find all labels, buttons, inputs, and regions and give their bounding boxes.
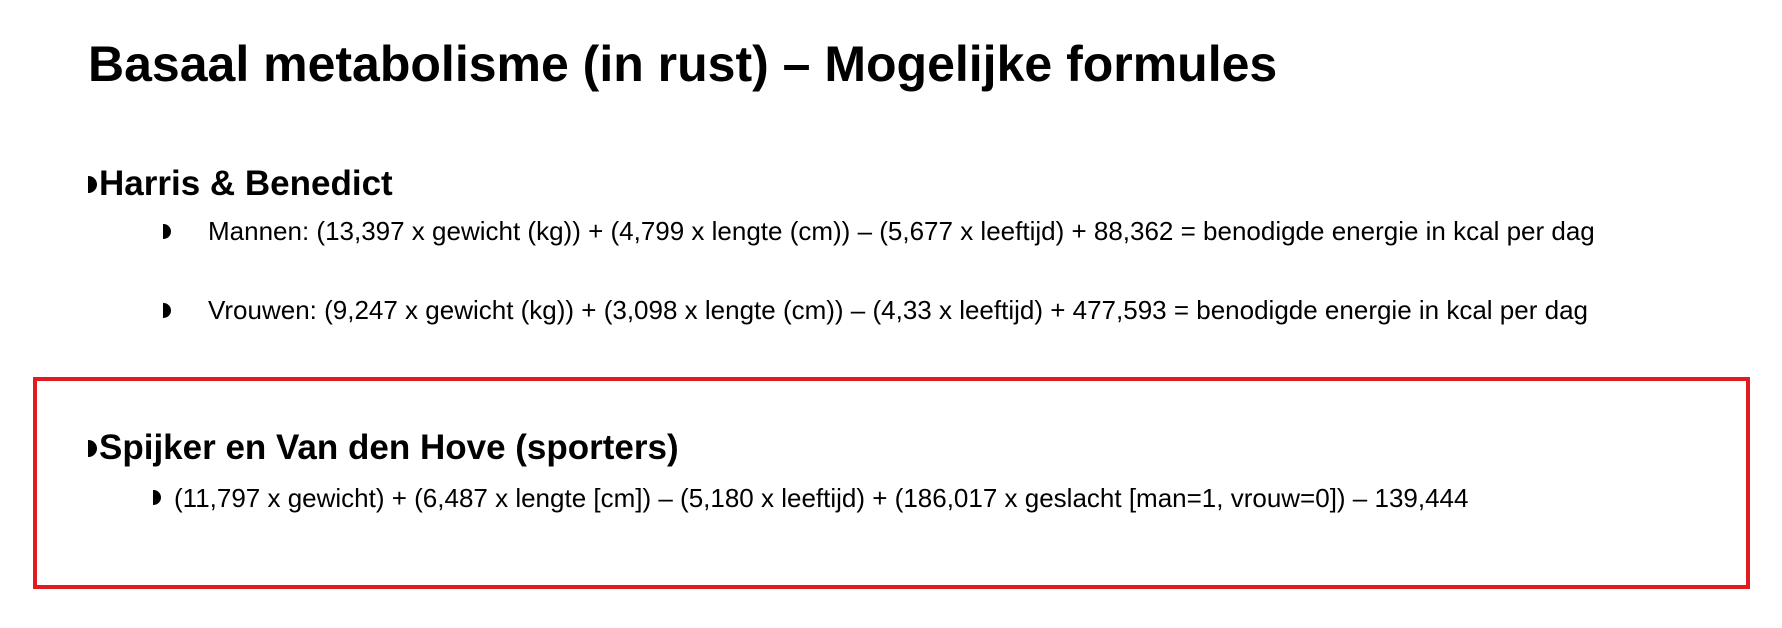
bullet-icon	[163, 224, 171, 239]
highlight-box	[33, 377, 1750, 589]
bullet-icon	[163, 303, 171, 318]
bullet-icon	[88, 440, 97, 457]
section-heading-label: Spijker en Van den Hove (sporters)	[99, 428, 679, 467]
formula-item-women: Vrouwen: (9,247 x gewicht (kg)) + (3,098…	[163, 293, 1768, 328]
formula-item-men: Mannen: (13,397 x gewicht (kg)) + (4,799…	[163, 214, 1768, 249]
slide-title: Basaal metabolisme (in rust) – Mogelijke…	[88, 36, 1278, 92]
section-heading-harris-benedict: Harris & Benedict	[88, 162, 393, 206]
bullet-icon	[88, 176, 97, 193]
formula-text: Mannen: (13,397 x gewicht (kg)) + (4,799…	[208, 216, 1595, 246]
bullet-icon	[153, 490, 161, 505]
formula-text: Vrouwen: (9,247 x gewicht (kg)) + (3,098…	[208, 295, 1588, 325]
section-heading-spijker-van-den-hove: Spijker en Van den Hove (sporters)	[88, 426, 679, 470]
formula-text: (11,797 x gewicht) + (6,487 x lengte [cm…	[174, 483, 1469, 513]
formula-item-sporters: (11,797 x gewicht) + (6,487 x lengte [cm…	[153, 481, 1754, 516]
section-heading-label: Harris & Benedict	[99, 164, 393, 203]
